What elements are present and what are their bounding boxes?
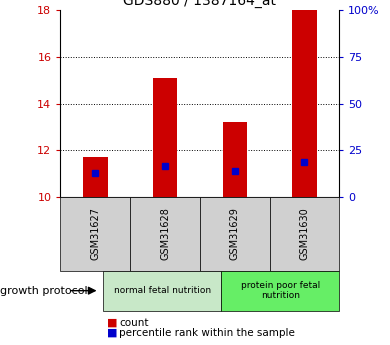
Text: normal fetal nutrition: normal fetal nutrition [114,286,211,295]
Text: growth protocol: growth protocol [0,286,88,296]
Text: GSM31629: GSM31629 [230,207,240,260]
Title: GDS880 / 1387164_at: GDS880 / 1387164_at [123,0,277,8]
Bar [292,10,317,197]
Text: percentile rank within the sample: percentile rank within the sample [119,328,295,338]
Bar [153,78,177,197]
Text: GSM31630: GSM31630 [300,207,309,260]
Text: GSM31627: GSM31627 [90,207,100,260]
Text: protein poor fetal
nutrition: protein poor fetal nutrition [241,281,320,300]
Bar [223,122,247,197]
Text: GSM31628: GSM31628 [160,207,170,260]
Text: count: count [119,318,149,327]
Bar [83,157,108,197]
Text: ■: ■ [107,328,118,338]
Text: ■: ■ [107,318,118,327]
